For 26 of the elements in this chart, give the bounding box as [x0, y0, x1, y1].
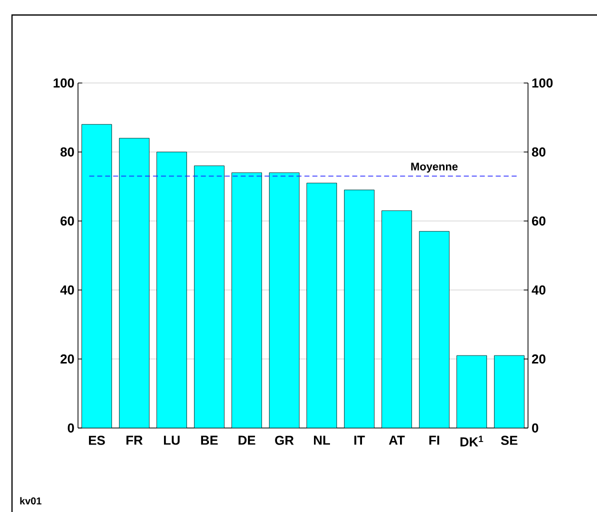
y-tick-label: 100	[54, 78, 74, 88]
y2-tick-label: 20	[532, 354, 546, 364]
y2-tick-label: 0	[532, 423, 538, 433]
x-tick-label: BE	[201, 436, 218, 445]
x-tick-label: DK$^{1}$	[460, 436, 484, 446]
x-tick-label: FI	[429, 436, 440, 445]
x-tick-label: FR	[126, 436, 143, 445]
x-tick-label: SE	[500, 436, 518, 445]
y2-tick-label: 60	[532, 216, 546, 226]
x-tick-label: GR	[275, 436, 294, 445]
text: kv01	[20, 497, 42, 504]
x-tick-label: NL	[314, 436, 330, 445]
ref-line-label: Moyenne	[411, 162, 458, 173]
y-tick-label: 80	[60, 147, 74, 157]
y-tick-label: 60	[60, 216, 74, 226]
y2-tick-label: 80	[532, 147, 546, 157]
y-tick-label: 0	[68, 423, 74, 433]
x-tick-label: IT	[354, 436, 365, 445]
y2-tick-label: 100	[532, 78, 553, 88]
x-tick-label: DE	[238, 436, 256, 445]
y2-tick-label: 40	[532, 285, 546, 295]
x-tick-label: ES	[88, 436, 105, 445]
x-tick-label: LU	[164, 436, 180, 445]
x-tick-label: AT	[388, 436, 405, 445]
y-tick-label: 20	[60, 354, 74, 364]
y-tick-label: 40	[60, 285, 74, 295]
